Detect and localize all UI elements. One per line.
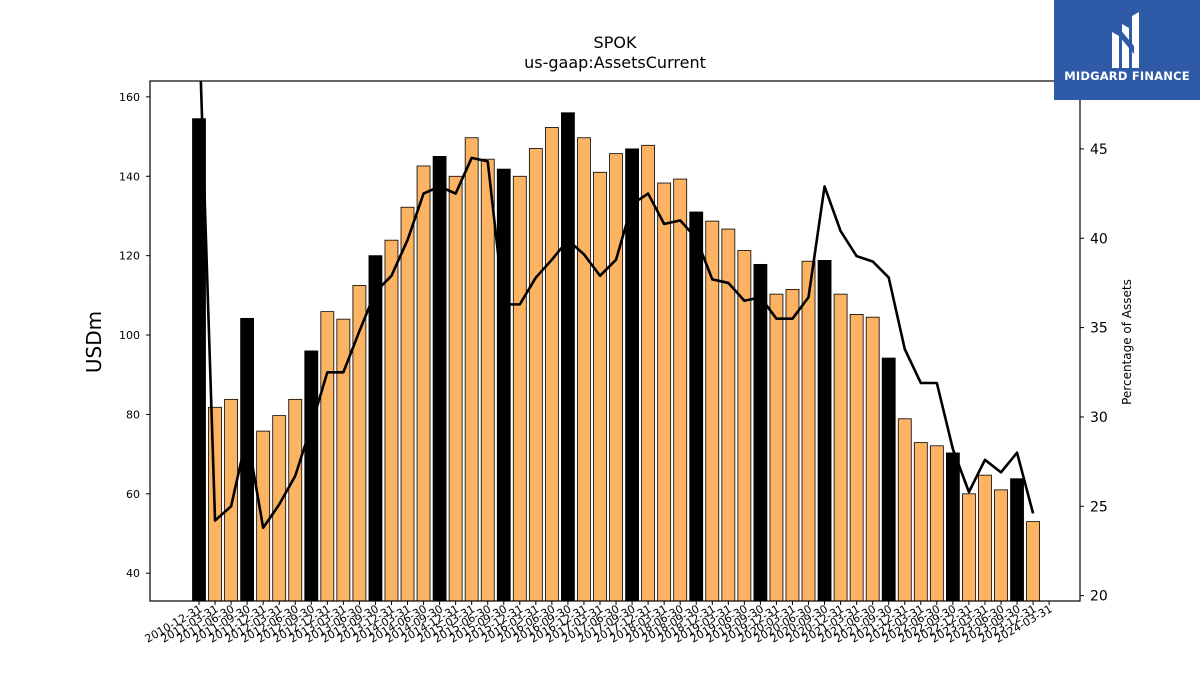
plot-frame (149, 80, 1081, 602)
bar (416, 165, 431, 602)
brand-logo-icon (1112, 12, 1139, 68)
y2-tick-label: 35 (1090, 321, 1108, 337)
bar (1026, 521, 1040, 602)
x-tick-group: 2010-12-312011-03-312011-06-302011-09-30… (143, 601, 1055, 646)
bar (849, 313, 864, 602)
bar-group (192, 112, 1040, 602)
y2-axis-label: Percentage of Assets (1120, 279, 1134, 405)
bar (1010, 478, 1024, 602)
percentage-line (199, 81, 1035, 530)
bar (480, 158, 495, 602)
bar (897, 418, 912, 602)
y2-tick-label: 40 (1090, 231, 1108, 247)
y2-tick-label: 25 (1090, 499, 1108, 515)
bar (913, 442, 928, 602)
bar (400, 206, 415, 602)
bar (384, 239, 399, 602)
bar (689, 211, 704, 602)
bar (561, 112, 575, 602)
bar (994, 489, 1008, 602)
bar (945, 452, 960, 602)
bar (288, 398, 303, 602)
bar (865, 316, 880, 602)
bar (368, 255, 383, 602)
bar (224, 398, 238, 602)
bar (512, 175, 527, 602)
bar (609, 153, 623, 602)
bar (496, 168, 511, 602)
y2-tick-label: 30 (1090, 410, 1108, 426)
bar (673, 178, 688, 602)
bar (881, 357, 896, 602)
y-tick-label: 140 (119, 170, 140, 183)
bar (464, 137, 479, 602)
bar (833, 293, 848, 602)
y-tick-label: 40 (126, 567, 140, 580)
bar (544, 127, 559, 602)
bar (577, 137, 591, 602)
bar (929, 445, 944, 602)
bar (528, 148, 543, 602)
y2-tick-label: 45 (1090, 142, 1108, 158)
y-tick-label: 80 (126, 408, 140, 421)
bar (657, 182, 672, 602)
axes-group (149, 80, 1081, 602)
brand-logo: MIDGARD FINANCE (1054, 0, 1200, 100)
chart-subtitle: us-gaap:AssetsCurrent (524, 53, 706, 72)
bar (641, 144, 656, 602)
y-tick-label: 100 (119, 329, 140, 342)
y2-tick-group: 20 25 30 35 40 45 (1080, 142, 1108, 605)
bar (817, 260, 832, 602)
bar (304, 350, 319, 602)
bar (801, 260, 816, 602)
bar (753, 263, 768, 602)
chart-title: SPOK (594, 33, 637, 52)
y-axis-label: USDm (82, 311, 106, 373)
brand-logo-text: MIDGARD FINANCE (1064, 69, 1190, 83)
bar (448, 175, 463, 602)
bar (593, 171, 607, 602)
y-tick-label: 160 (119, 91, 140, 104)
bar (737, 250, 752, 602)
bar (432, 156, 447, 602)
bar (272, 415, 287, 602)
line-group (199, 81, 1035, 530)
y-tick-label: 120 (119, 250, 140, 263)
y-tick-group: 40 60 80 100 120 140 160 (119, 91, 150, 580)
y2-tick-label: 20 (1090, 589, 1108, 605)
bar (978, 474, 992, 602)
bar (320, 311, 335, 602)
bar (769, 293, 784, 602)
y-tick-label: 60 (126, 488, 140, 501)
bar (962, 493, 976, 602)
bar (256, 430, 271, 602)
bar (785, 288, 800, 602)
